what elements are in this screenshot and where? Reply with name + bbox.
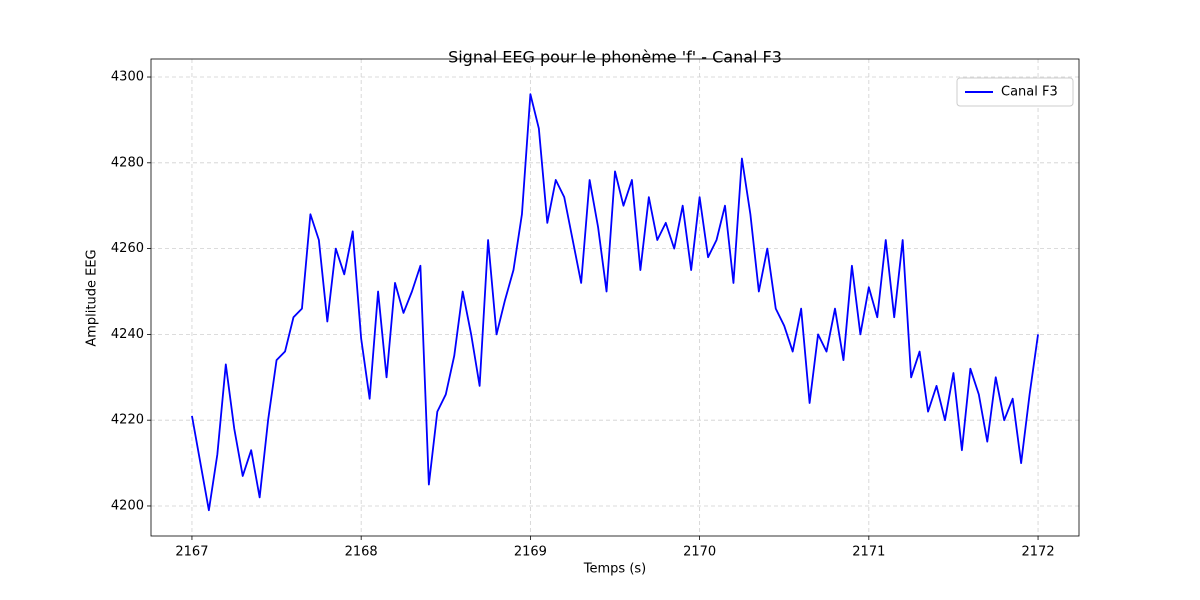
chart-title: Signal EEG pour le phonème 'f' - Canal F…	[448, 48, 782, 67]
y-tick-label: 4280	[111, 155, 144, 170]
y-tick-label: 4300	[111, 70, 144, 85]
data-line	[191, 93, 1039, 512]
y-tick-label: 4220	[111, 413, 144, 428]
x-tick-label: 2171	[852, 545, 885, 560]
x-tick-label: 2170	[683, 545, 716, 560]
x-tick-label: 2169	[514, 545, 547, 560]
y-tick-label: 4200	[111, 498, 144, 513]
x-axis-label: Temps (s)	[583, 562, 646, 577]
x-tick-label: 2168	[345, 545, 378, 560]
legend-label: Canal F3	[1001, 85, 1058, 100]
y-axis-label: Amplitude EEG	[85, 249, 100, 346]
plot-frame	[150, 58, 1080, 537]
y-tick-label: 4240	[111, 327, 144, 342]
legend-box	[956, 77, 1074, 107]
x-tick-label: 2167	[175, 545, 208, 560]
x-tick-label: 2172	[1022, 545, 1055, 560]
y-tick-label: 4260	[111, 241, 144, 256]
